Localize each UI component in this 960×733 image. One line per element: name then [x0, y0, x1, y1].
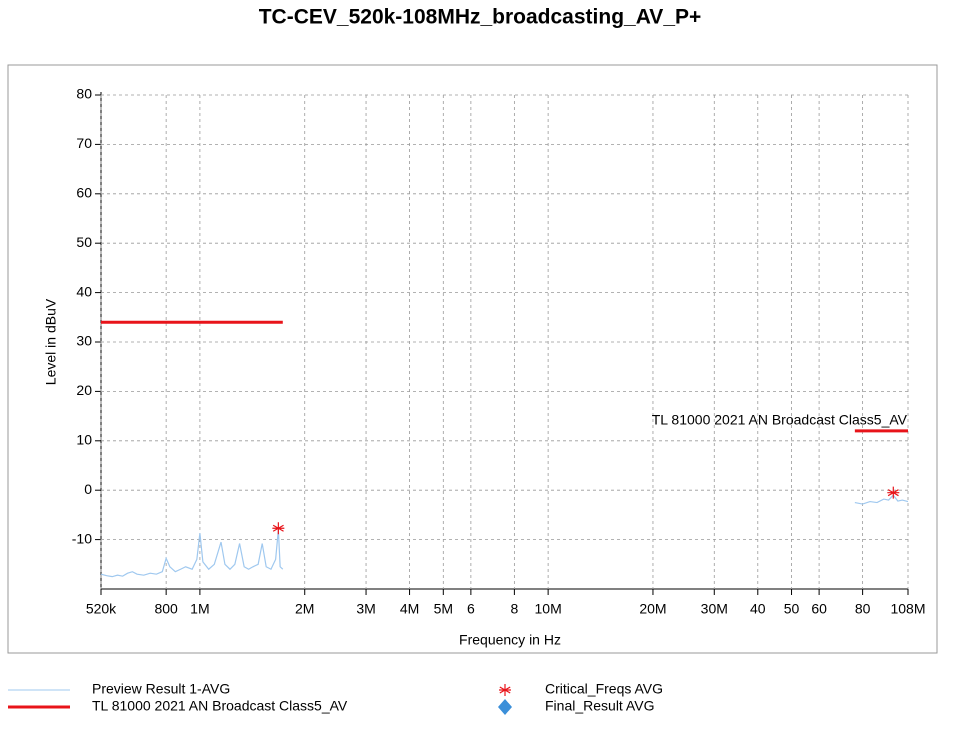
- x-axis-label: Frequency in Hz: [459, 632, 561, 648]
- y-tick-label: 40: [76, 283, 92, 299]
- y-tick-label: 0: [84, 481, 92, 497]
- x-tick-label: 5M: [434, 601, 453, 617]
- x-tick-label: 80: [855, 601, 871, 617]
- x-tick-label: 800: [154, 601, 178, 617]
- series-line: [100, 494, 909, 578]
- diamond-marker: [498, 699, 512, 715]
- y-tick-label: 30: [76, 333, 92, 349]
- asterisk-marker: [272, 522, 285, 535]
- x-tick-label: 20M: [639, 601, 666, 617]
- x-tick-label: 10M: [535, 601, 562, 617]
- x-tick-label: 3M: [356, 601, 375, 617]
- y-tick-label: 10: [76, 432, 92, 448]
- x-tick-label: 60: [811, 601, 827, 617]
- y-tick-label: -10: [72, 530, 92, 546]
- legend-label: TL 81000 2021 AN Broadcast Class5_AV: [92, 698, 348, 714]
- asterisk-marker: [887, 486, 900, 499]
- x-tick-label: 30M: [701, 601, 728, 617]
- y-axis-label: Level in dBuV: [43, 298, 59, 385]
- y-tick-label: 50: [76, 234, 92, 250]
- asterisk-marker: [499, 684, 511, 696]
- x-tick-label: 2M: [295, 601, 314, 617]
- x-tick-label: 50: [784, 601, 800, 617]
- x-tick-label: 8: [510, 601, 518, 617]
- plot-frame: [7, 64, 938, 654]
- y-tick-label: 20: [76, 382, 92, 398]
- x-tick-label: 6: [467, 601, 475, 617]
- y-tick-label: 70: [76, 135, 92, 151]
- legend-label: Final_Result AVG: [545, 698, 654, 714]
- annotation: TL 81000 2021 AN Broadcast Class5_AV: [652, 412, 908, 428]
- legend-label: Critical_Freqs AVG: [545, 681, 663, 697]
- series-line: [101, 320, 908, 433]
- x-tick-label: 1M: [190, 601, 209, 617]
- x-tick-label: 108M: [890, 601, 925, 617]
- x-tick-label: 40: [750, 601, 766, 617]
- chart-title: TC-CEV_520k-108MHz_broadcasting_AV_P+: [259, 6, 702, 29]
- y-tick-label: 60: [76, 185, 92, 201]
- x-tick-label: 520k: [86, 601, 117, 617]
- legend-label: Preview Result 1-AVG: [92, 681, 230, 697]
- y-tick-label: 80: [76, 86, 92, 102]
- x-tick-label: 4M: [400, 601, 419, 617]
